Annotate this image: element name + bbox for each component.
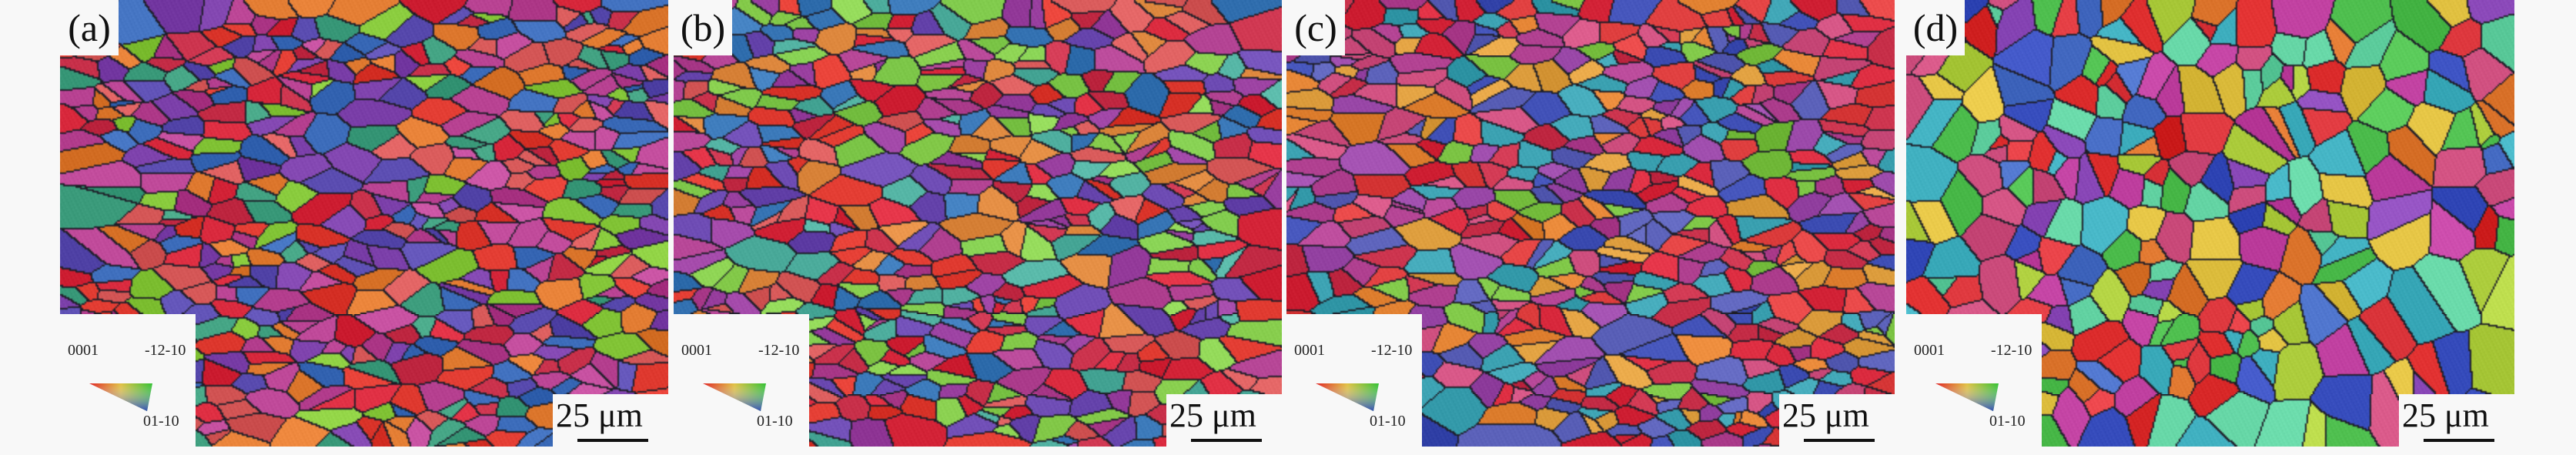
scale-bar-line xyxy=(1191,439,1262,442)
scale-bar-label: 25 μm xyxy=(2402,396,2489,434)
ebsd-map-panel-d: (d) 0001 -12-10 01-10 25 μm xyxy=(1906,0,2514,447)
scale-bar-line xyxy=(577,439,648,442)
legend-01m10: 01-10 xyxy=(143,413,179,430)
ipf-triangle-icon xyxy=(703,383,766,411)
ebsd-map-panel-b: (b) 0001 -12-10 01-10 25 μm xyxy=(674,0,1282,447)
scale-bar-label: 25 μm xyxy=(556,396,643,434)
legend-m12m10: -12-10 xyxy=(1991,342,2032,359)
legend-01m10: 01-10 xyxy=(1989,413,2026,430)
scale-bar-label: 25 μm xyxy=(1782,396,1869,434)
ebsd-map-panel-c: (c) 0001 -12-10 01-10 25 μm xyxy=(1286,0,1895,447)
legend-0001: 0001 xyxy=(1294,342,1325,359)
panel-label: (c) xyxy=(1286,0,1345,55)
legend-0001: 0001 xyxy=(1914,342,1945,359)
legend-01m10: 01-10 xyxy=(757,413,793,430)
scale-bar-line xyxy=(2424,439,2494,442)
panel-label: (a) xyxy=(60,0,119,55)
ipf-triangle-icon xyxy=(1935,383,1999,411)
ipf-triangle-icon xyxy=(89,383,152,411)
scale-bar: 25 μm xyxy=(1779,394,1895,447)
ipf-legend: 0001 -12-10 01-10 xyxy=(674,314,809,447)
legend-m12m10: -12-10 xyxy=(145,342,186,359)
scale-bar: 25 μm xyxy=(2399,394,2514,447)
panel-label: (d) xyxy=(1906,0,1965,55)
ipf-legend: 0001 -12-10 01-10 xyxy=(1286,314,1422,447)
scale-bar-line xyxy=(1804,439,1875,442)
legend-m12m10: -12-10 xyxy=(1371,342,1413,359)
scale-bar: 25 μm xyxy=(553,394,668,447)
scale-bar-label: 25 μm xyxy=(1169,396,1256,434)
scale-bar: 25 μm xyxy=(1166,394,1282,447)
ipf-legend: 0001 -12-10 01-10 xyxy=(60,314,196,447)
ipf-legend: 0001 -12-10 01-10 xyxy=(1906,314,2042,447)
ipf-triangle-icon xyxy=(1316,383,1379,411)
legend-0001: 0001 xyxy=(681,342,712,359)
panel-label: (b) xyxy=(674,0,732,55)
ebsd-map-panel-a: (a) 0001 -12-10 01-10 25 μm xyxy=(60,0,668,447)
legend-01m10: 01-10 xyxy=(1370,413,1406,430)
legend-m12m10: -12-10 xyxy=(758,342,800,359)
legend-0001: 0001 xyxy=(68,342,99,359)
